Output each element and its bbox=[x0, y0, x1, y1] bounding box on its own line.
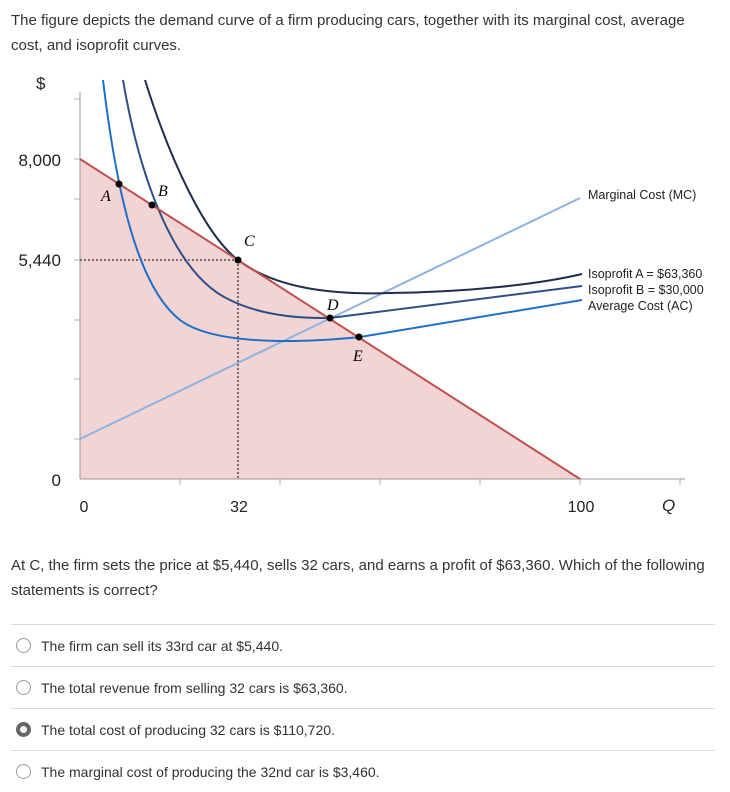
radio-icon[interactable] bbox=[16, 680, 31, 695]
answer-options: The firm can sell its 33rd car at $5,440… bbox=[11, 624, 715, 792]
y-tick-0: 0 bbox=[52, 471, 61, 490]
option-label: The marginal cost of producing the 32nd … bbox=[41, 763, 380, 780]
iso-b-label: Isoprofit B = $30,000 bbox=[588, 283, 704, 297]
point-a bbox=[115, 180, 123, 188]
y-tick-5440: 5,440 bbox=[18, 251, 61, 270]
option-label: The total cost of producing 32 cars is $… bbox=[41, 721, 335, 738]
y-axis-ticks bbox=[74, 98, 80, 440]
option-label: The firm can sell its 33rd car at $5,440… bbox=[41, 637, 283, 654]
point-c bbox=[234, 256, 242, 264]
label-c: C bbox=[244, 233, 255, 250]
isoprofit-a-curve bbox=[144, 79, 583, 295]
radio-icon[interactable] bbox=[16, 764, 31, 779]
iso-a-label: Isoprofit A = $63,360 bbox=[588, 267, 702, 281]
label-b: B bbox=[158, 183, 168, 200]
isoprofit-b-curve bbox=[122, 79, 583, 320]
x-tick-32: 32 bbox=[230, 499, 248, 516]
x-axis-ticks bbox=[179, 479, 681, 485]
option-4[interactable]: The marginal cost of producing the 32nd … bbox=[11, 750, 715, 792]
y-axis-label: $ bbox=[36, 74, 46, 93]
x-axis-label: Q bbox=[662, 496, 675, 515]
ac-label: Average Cost (AC) bbox=[588, 299, 693, 313]
point-b bbox=[148, 201, 156, 209]
option-label: The total revenue from selling 32 cars i… bbox=[41, 679, 348, 696]
point-e bbox=[355, 333, 363, 341]
x-tick-0: 0 bbox=[80, 499, 89, 516]
curve-points bbox=[115, 180, 363, 341]
x-tick-100: 100 bbox=[568, 499, 595, 516]
economics-figure: A B C D E $ Q 8,000 5,440 0 0 32 100 Mar… bbox=[18, 74, 704, 516]
ac-curve bbox=[102, 79, 583, 343]
label-d: D bbox=[326, 297, 339, 314]
mc-label: Marginal Cost (MC) bbox=[588, 188, 696, 202]
question-text: At C, the firm sets the price at $5,440,… bbox=[11, 557, 705, 599]
intro-text: The figure depicts the demand curve of a… bbox=[11, 12, 685, 54]
radio-icon[interactable] bbox=[16, 722, 31, 737]
point-d bbox=[326, 314, 334, 322]
label-e: E bbox=[352, 348, 363, 365]
option-3[interactable]: The total cost of producing 32 cars is $… bbox=[11, 708, 715, 750]
radio-icon[interactable] bbox=[16, 638, 31, 653]
option-2[interactable]: The total revenue from selling 32 cars i… bbox=[11, 666, 715, 708]
y-tick-8000: 8,000 bbox=[18, 151, 61, 170]
label-a: A bbox=[100, 188, 111, 205]
option-1[interactable]: The firm can sell its 33rd car at $5,440… bbox=[11, 624, 715, 666]
